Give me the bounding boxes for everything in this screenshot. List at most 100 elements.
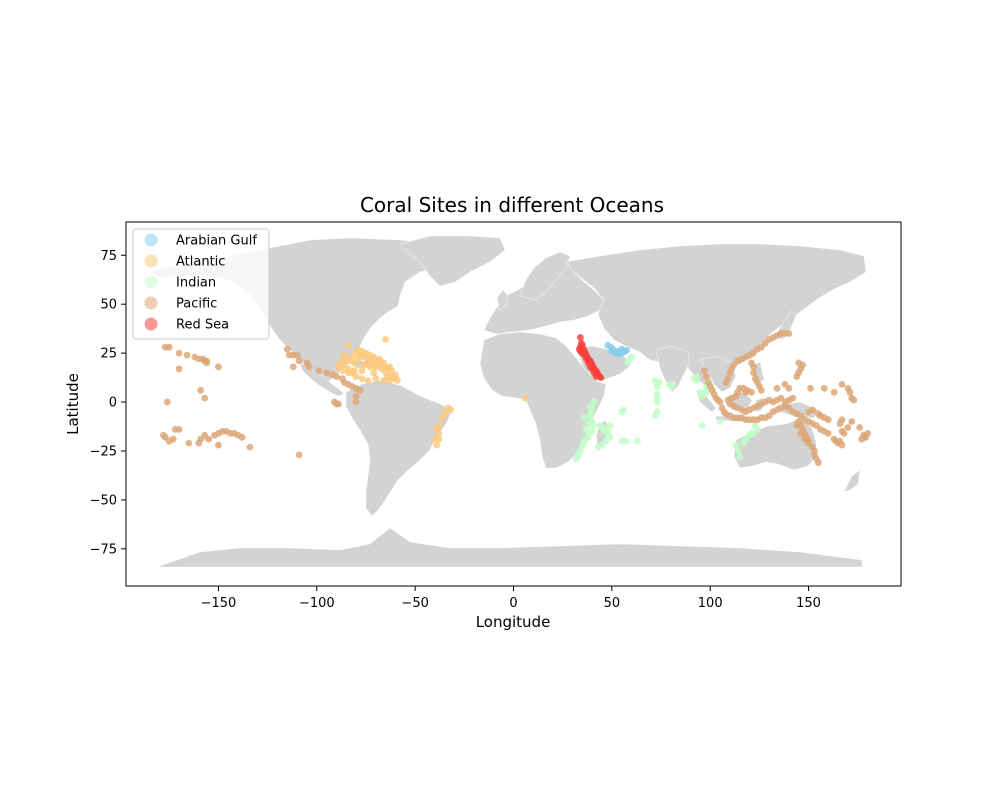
coral-site-atlantic (340, 351, 348, 359)
coral-site-arabian-gulf (620, 348, 628, 356)
coral-site-pacific (856, 424, 864, 431)
coral-site-pacific (163, 398, 171, 406)
coral-site-pacific (333, 373, 340, 380)
landmass-australia (733, 417, 817, 471)
coral-site-pacific (700, 367, 708, 375)
y-axis-ticks: −75 −50 −25 0 25 50 75 (90, 249, 126, 557)
legend-label-arabian-gulf: Arabian Gulf (176, 234, 257, 249)
coral-site-atlantic (358, 367, 366, 375)
coral-site-arabian-gulf (608, 347, 616, 355)
coral-site-pacific (352, 392, 360, 400)
coral-site-atlantic (374, 357, 382, 365)
coral-site-pacific (793, 422, 801, 429)
coral-site-pacific (201, 394, 209, 402)
coral-site-indian (580, 414, 588, 422)
coral-site-atlantic (394, 377, 401, 384)
coral-site-pacific (795, 359, 803, 367)
coral-site-indian (732, 441, 740, 449)
coral-site-indian (740, 439, 747, 447)
legend-label-indian: Indian (176, 276, 216, 291)
coral-site-indian (651, 412, 659, 420)
coral-site-indian (693, 373, 700, 380)
legend-marker-arabian-gulf (144, 233, 158, 247)
coral-site-atlantic (521, 394, 529, 402)
coral-site-atlantic (354, 351, 362, 359)
x-tick-label: 100 (698, 596, 723, 611)
landmass-new-zealand (843, 469, 861, 493)
coral-site-pacific (832, 437, 840, 445)
coral-site-indian (698, 422, 706, 429)
world-basemap (149, 235, 867, 568)
coral-site-atlantic (344, 369, 352, 377)
coral-site-pacific (815, 410, 822, 418)
coral-site-indian (628, 353, 635, 361)
coral-site-atlantic (433, 441, 441, 449)
coral-site-atlantic (439, 414, 447, 422)
coral-site-pacific (820, 384, 828, 392)
coral-site-pacific (283, 345, 291, 353)
coral-site-pacific (305, 363, 313, 371)
coral-site-atlantic (339, 367, 346, 375)
coral-site-pacific (836, 420, 844, 427)
coral-site-pacific (175, 365, 183, 373)
coral-site-atlantic (372, 363, 380, 371)
coral-site-pacific (848, 418, 856, 425)
coral-site-indian (748, 430, 755, 437)
y-tick-label: −50 (90, 493, 117, 508)
coral-site-pacific (824, 430, 832, 437)
landmass-india (655, 345, 691, 393)
coral-site-atlantic (372, 375, 380, 382)
coral-site-indian (752, 422, 759, 429)
coral-site-atlantic (350, 367, 358, 375)
coral-site-pacific (191, 353, 199, 361)
coral-site-pacific (781, 381, 789, 388)
coral-site-pacific (205, 435, 213, 443)
coral-site-pacific (750, 369, 757, 377)
coral-site-indian (586, 412, 594, 420)
coral-site-pacific (183, 351, 191, 359)
coral-site-pacific (750, 363, 757, 371)
landmass-britain (496, 289, 509, 311)
landmass-scandinavia (519, 251, 571, 301)
landmass-central-america (299, 361, 345, 397)
x-tick-label: −50 (401, 596, 428, 611)
coral-site-points (160, 330, 871, 467)
x-tick-label: −150 (201, 596, 237, 611)
coral-site-pacific (850, 396, 858, 404)
x-axis-ticks: −150 −100 −50 0 50 100 150 (201, 586, 821, 611)
coral-site-indian (716, 418, 724, 425)
x-tick-label: 0 (509, 596, 517, 611)
coral-site-atlantic (433, 426, 441, 433)
x-tick-label: −100 (299, 596, 335, 611)
legend-marker-indian (144, 275, 158, 289)
x-tick-label: 150 (796, 596, 821, 611)
coral-site-atlantic (370, 369, 378, 377)
coral-site-indian (620, 406, 628, 414)
coral-site-atlantic (364, 377, 372, 384)
coral-site-pacific (757, 386, 765, 394)
coral-site-indian (590, 398, 598, 406)
coral-site-pacific (809, 406, 816, 414)
y-axis-label: Latitude (64, 373, 82, 435)
plot-area (125, 221, 902, 587)
coral-site-atlantic (386, 363, 393, 371)
legend-marker-pacific (144, 296, 158, 310)
chart-title: Coral Sites in different Oceans (360, 193, 664, 217)
coral-site-pacific (246, 443, 254, 451)
coral-site-atlantic (380, 359, 388, 367)
coral-site-indian (734, 447, 742, 455)
coral-site-pacific (289, 363, 297, 371)
coral-site-indian (594, 443, 602, 451)
coral-site-indian (584, 420, 592, 427)
y-tick-label: 0 (109, 396, 117, 411)
coral-site-pacific (175, 349, 183, 357)
coral-site-pacific (716, 398, 724, 406)
coral-site-pacific (702, 373, 710, 380)
y-tick-label: 75 (100, 249, 117, 264)
coral-site-atlantic (358, 375, 366, 382)
coral-site-atlantic (431, 435, 439, 443)
coral-site-pacific (238, 433, 246, 441)
coral-site-atlantic (344, 341, 352, 349)
coral-site-pacific (315, 367, 323, 375)
coral-site-atlantic (382, 336, 389, 343)
